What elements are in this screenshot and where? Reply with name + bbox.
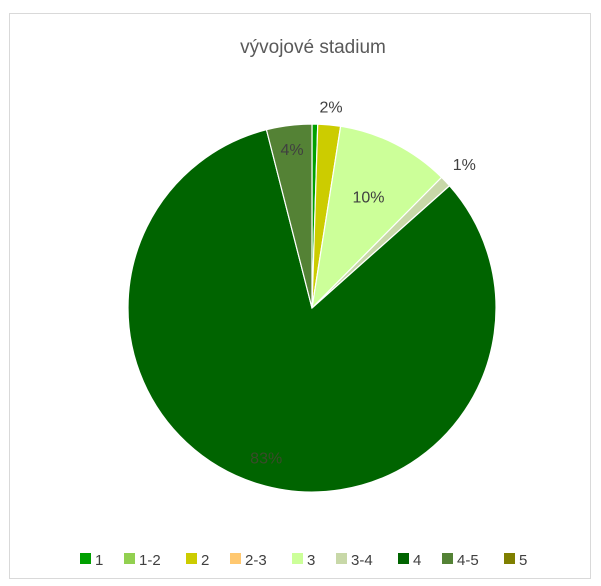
- data-label-3: 10%: [352, 189, 384, 206]
- legend-label-2-3: 2-3: [245, 552, 267, 569]
- legend-item-1: 1: [80, 552, 103, 569]
- pie-slices: [127, 123, 497, 493]
- legend-label-1-2: 1-2: [139, 552, 161, 569]
- legend-label-5: 5: [519, 552, 527, 569]
- legend-swatch-3: [292, 553, 303, 564]
- legend-swatch-1-2: [124, 553, 135, 564]
- legend-item-2-3: 2-3: [230, 552, 267, 569]
- legend-swatch-4-5: [442, 553, 453, 564]
- legend-swatch-1: [80, 553, 91, 564]
- legend-item-3: 3: [292, 552, 315, 569]
- pie-slice-4-5: [265, 123, 313, 309]
- legend-swatch-3-4: [336, 553, 347, 564]
- legend-label-4-5: 4-5: [457, 552, 479, 569]
- legend-label-3: 3: [307, 552, 315, 569]
- legend-swatch-2-3: [230, 553, 241, 564]
- legend-label-2: 2: [201, 552, 209, 569]
- legend-label-3-4: 3-4: [351, 552, 373, 569]
- chart-title: vývojové stadium: [240, 37, 386, 58]
- legend-label-1: 1: [95, 552, 103, 569]
- data-label-4: 83%: [250, 451, 282, 468]
- legend-item-3-4: 3-4: [336, 552, 373, 569]
- legend-swatch-5: [504, 553, 515, 564]
- legend-item-1-2: 1-2: [124, 552, 161, 569]
- data-labels: 2% 10% 1% 83% 4%: [250, 100, 476, 468]
- data-label-3-4: 1%: [453, 157, 476, 174]
- legend-swatch-2: [186, 553, 197, 564]
- legend-item-5: 5: [504, 552, 527, 569]
- data-label-4-5: 4%: [280, 142, 303, 159]
- legend-swatch-4: [398, 553, 409, 564]
- legend-item-4-5: 4-5: [442, 552, 479, 569]
- legend-item-2: 2: [186, 552, 209, 569]
- legend-label-4: 4: [413, 552, 421, 569]
- legend: 1 1-2 2 2-3 3 3-4 4 4-5 5: [80, 552, 527, 569]
- data-label-2: 2%: [319, 100, 342, 117]
- pie-slice-3: [311, 125, 443, 310]
- pie-slice-4: [127, 128, 497, 493]
- legend-item-4: 4: [398, 552, 421, 569]
